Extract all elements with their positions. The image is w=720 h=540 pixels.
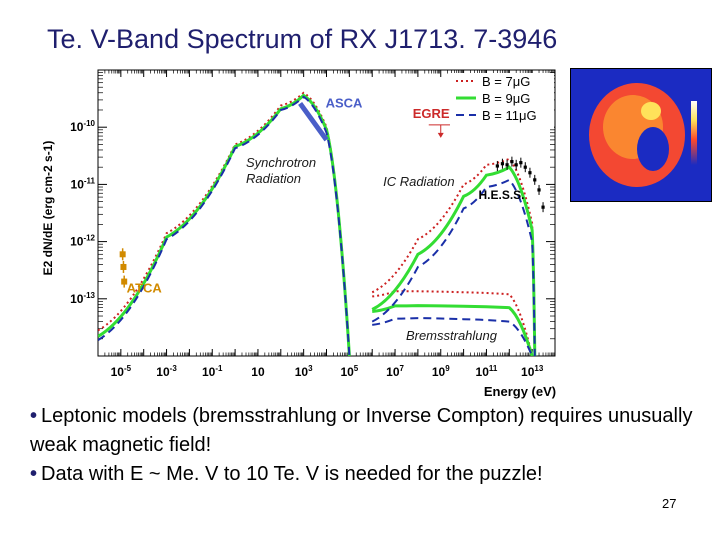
series-1-synchrotron-line xyxy=(98,91,351,356)
legend: B = 7μG B = 9μG B = 11μG xyxy=(450,73,554,129)
ic-label: IC Radiation xyxy=(383,174,455,189)
y-axis-label: E2 dN/dE (erg cm-2 s-1) xyxy=(41,141,55,276)
y-tick-label: 10-13 xyxy=(70,291,95,306)
series-3-ic-line xyxy=(371,178,536,356)
atca-point xyxy=(121,278,128,285)
chart-labels: ASCA ATCA EGRET H.E.S.S. SynchrotronRadiatio… xyxy=(127,73,554,343)
inset-map xyxy=(571,69,711,201)
egret-label: EGRET xyxy=(413,106,458,121)
x-tick-label: 107 xyxy=(386,364,404,379)
x-tick-label: 10-5 xyxy=(111,364,132,379)
hess-point xyxy=(495,164,499,168)
hess-point xyxy=(537,188,541,192)
inset-image xyxy=(570,68,712,202)
legend-box xyxy=(450,73,554,129)
hess-point xyxy=(528,171,532,175)
chart-curves xyxy=(98,91,537,356)
x-axis-label: Energy (eV) xyxy=(484,384,556,399)
asca-label: ASCA xyxy=(326,95,363,110)
hess-label: H.E.S.S. xyxy=(479,188,525,202)
x-tick-label: 10-1 xyxy=(202,364,223,379)
hess-point xyxy=(500,162,505,166)
x-tick-label: 1011 xyxy=(476,364,498,379)
atca-point xyxy=(120,263,127,270)
legend-label-1: B = 7μG xyxy=(482,74,530,89)
legend-label-3: B = 11μG xyxy=(482,108,537,123)
hess-point xyxy=(510,160,514,164)
chart-axes: 10-5 10-3 10-1 10 103 105 107 109 1011 1013 10-10 1… xyxy=(41,69,556,399)
x-tick-label: 10 xyxy=(251,365,265,379)
hess-point xyxy=(519,161,523,165)
hess-point xyxy=(541,205,545,209)
asca-data xyxy=(298,101,329,142)
y-tick-label: 10-11 xyxy=(71,176,96,191)
series-2-brems-line xyxy=(372,304,534,356)
x-tick-label: 103 xyxy=(295,364,313,379)
y-tick-label: 10-12 xyxy=(70,234,95,249)
spectrum-chart: 10-5 10-3 10-1 10 103 105 107 109 1011 1013 10-10 1… xyxy=(41,69,556,399)
legend-label-2: B = 9μG xyxy=(482,91,530,106)
atca-point xyxy=(119,251,126,258)
egret-limit-arrow xyxy=(437,132,444,138)
brems-label: Bremsstrahlung xyxy=(406,328,498,343)
x-tick-label: 105 xyxy=(340,364,358,379)
synchrotron-label-2: Radiation xyxy=(246,171,301,186)
x-tick-label: 10-3 xyxy=(156,364,177,379)
bullet-1: • Leptonic models (bremsstrahlung or Inve… xyxy=(30,405,693,456)
series-3-synchrotron-line xyxy=(98,95,351,356)
series-2-synchrotron-line xyxy=(98,93,351,356)
bullet-2: • Data with E ~ Me. V to 10 Te. V is need… xyxy=(30,463,543,485)
y-tick-label: 10-10 xyxy=(70,119,95,134)
series-3-brems-line xyxy=(372,317,534,356)
bullet-list: • Leptonic models (bremsstrahlung or Inve… xyxy=(30,402,710,489)
synchrotron-label-1: Synchrotron xyxy=(246,155,316,170)
x-tick-label: 109 xyxy=(432,364,450,379)
page-number: 27 xyxy=(662,496,677,511)
slide-title: Te. V-Band Spectrum of RX J1713. 7-3946 xyxy=(47,24,558,54)
chart-points xyxy=(119,101,545,288)
hess-point xyxy=(514,163,518,167)
hess-point xyxy=(523,165,527,169)
hess-point xyxy=(533,178,537,182)
atca-label: ATCA xyxy=(127,281,163,296)
hess-point xyxy=(505,163,509,167)
x-tick-label: 1013 xyxy=(521,364,544,379)
